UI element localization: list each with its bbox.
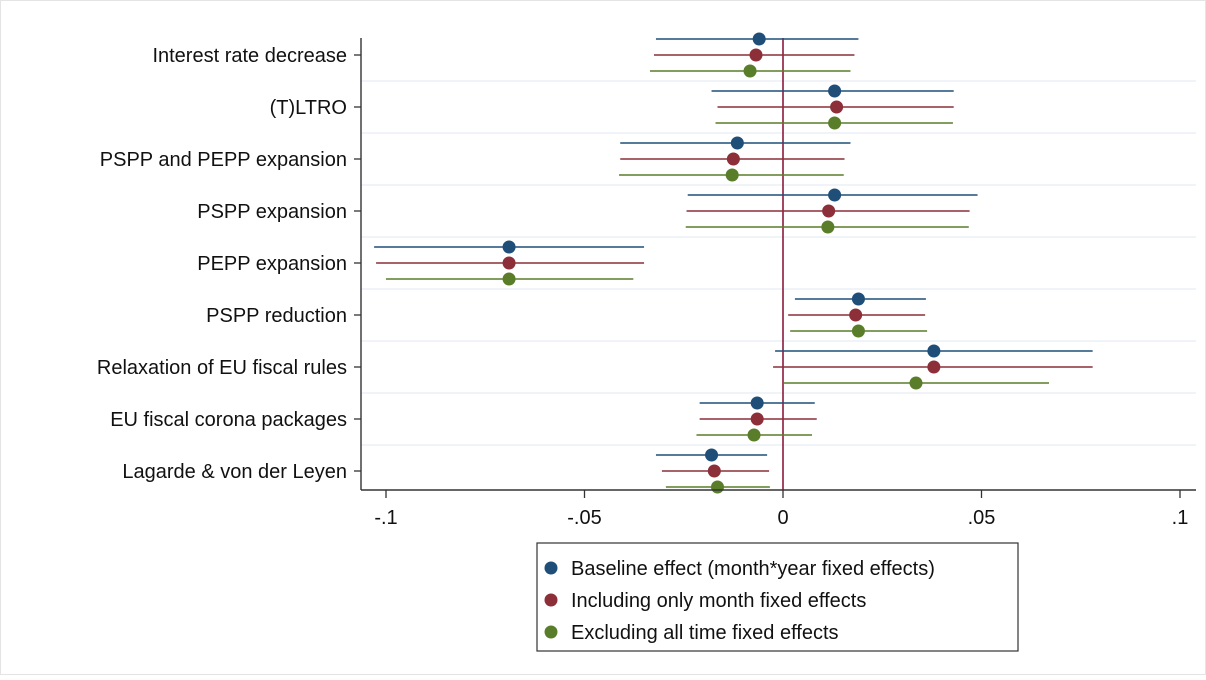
point-estimate — [851, 324, 865, 338]
point-estimate — [710, 480, 724, 494]
y-tick-label: Interest rate decrease — [152, 45, 347, 67]
point-estimate — [822, 204, 836, 218]
legend-label: Excluding all time fixed effects — [571, 622, 839, 644]
point-estimate — [851, 292, 865, 306]
point-estimate — [927, 344, 941, 358]
legend-box — [536, 542, 1019, 652]
y-tick-label: PSPP and PEPP expansion — [100, 149, 347, 171]
x-tick-label: .1 — [1172, 507, 1189, 529]
point-estimate — [752, 32, 766, 46]
point-estimate — [502, 240, 516, 254]
x-tick-label: .05 — [968, 507, 996, 529]
series-group — [374, 32, 1093, 462]
point-estimate — [909, 376, 923, 390]
point-estimate — [743, 64, 757, 78]
point-estimate — [707, 464, 721, 478]
y-tick-label: PSPP reduction — [206, 305, 347, 327]
point-estimate — [828, 84, 842, 98]
legend-marker — [544, 593, 558, 607]
point-estimate — [828, 116, 842, 130]
y-tick-label: Lagarde & von der Leyen — [122, 461, 347, 483]
x-tick-label: -.05 — [567, 507, 601, 529]
legend-marker — [544, 561, 558, 575]
gridlines — [361, 80, 1196, 446]
point-estimate — [747, 428, 761, 442]
legend-marker — [544, 625, 558, 639]
series-group — [386, 64, 1049, 494]
point-estimate — [749, 48, 763, 62]
point-estimate — [705, 448, 719, 462]
axes: Interest rate decrease (T)LTRO PSPP and PE… — [97, 38, 1196, 529]
legend-label: Including only month fixed effects — [571, 590, 866, 612]
y-tick-label: (T)LTRO — [270, 97, 347, 119]
y-tick-label: PSPP expansion — [197, 201, 347, 223]
point-estimate — [927, 360, 941, 374]
point-estimate — [828, 188, 842, 202]
y-tick-label: EU fiscal corona packages — [110, 409, 347, 431]
point-estimate — [730, 136, 744, 150]
point-estimate — [849, 308, 863, 322]
point-estimate — [750, 412, 764, 426]
point-estimate — [502, 256, 516, 270]
y-tick-label: Relaxation of EU fiscal rules — [97, 357, 347, 379]
x-tick-label: 0 — [777, 507, 788, 529]
point-estimate — [502, 272, 516, 286]
series-group — [376, 48, 1093, 478]
x-tick-label: -.1 — [374, 507, 397, 529]
legend-label: Baseline effect (month*year fixed effect… — [571, 558, 935, 580]
legend: Baseline effect (month*year fixed effect… — [536, 542, 1019, 652]
y-tick-label: PEPP expansion — [197, 253, 347, 275]
point-estimate — [726, 152, 740, 166]
point-estimate — [821, 220, 835, 234]
point-estimate — [725, 168, 739, 182]
point-estimate — [750, 396, 764, 410]
point-estimate — [830, 100, 844, 114]
data-marks — [374, 32, 1093, 494]
